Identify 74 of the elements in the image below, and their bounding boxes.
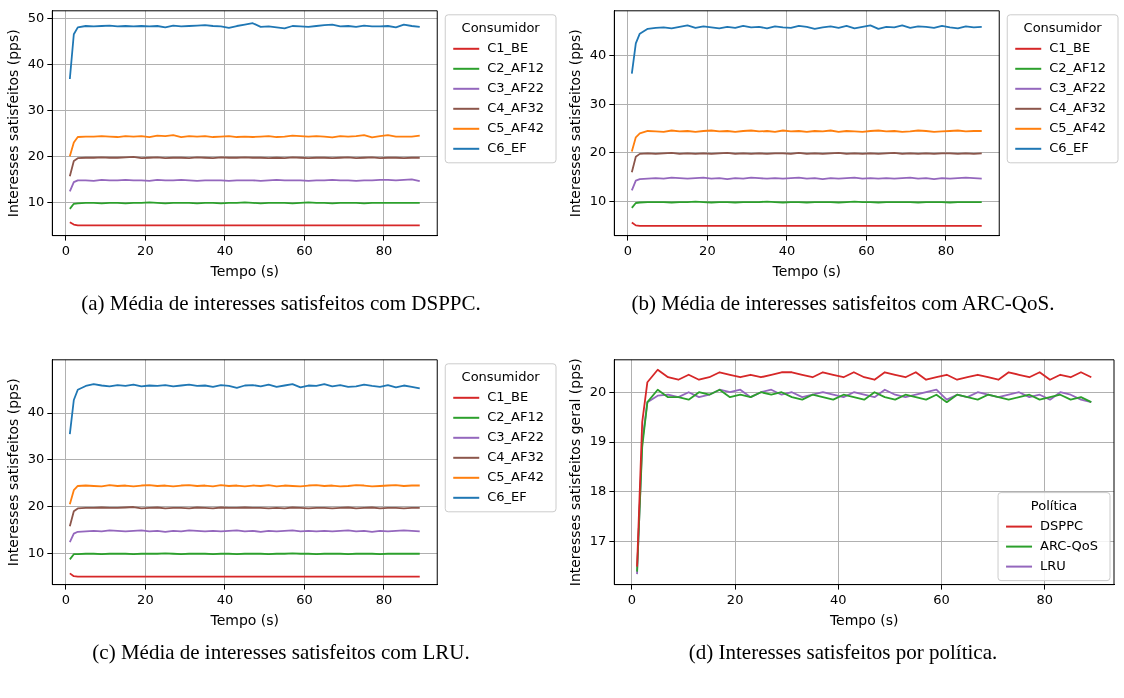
text: (b) Média de interesses satisfeitos com ARC-QoS. — [630, 291, 1056, 316]
legend-label: C4_AF32 — [1049, 100, 1106, 116]
x-tick-label: 80 — [375, 242, 393, 258]
y-tick-label: 20 — [27, 497, 45, 513]
legend-label: C5_AF42 — [1049, 120, 1106, 136]
legend-label: C5_AF42 — [487, 469, 544, 485]
y-tick-label: 40 — [27, 404, 45, 420]
y-tick-label: 20 — [589, 383, 607, 399]
y-tick-label: 18 — [589, 483, 607, 499]
x-tick-label: 60 — [933, 591, 950, 607]
x-tick-label: 0 — [61, 242, 70, 258]
legend-label: C4_AF32 — [487, 449, 544, 465]
y-tick-label: 50 — [27, 9, 45, 25]
y-tick-label: 40 — [27, 55, 45, 71]
legend-label: C2_AF12 — [1049, 60, 1106, 76]
x-tick-label: 0 — [61, 591, 70, 607]
y-tick-label: 20 — [589, 144, 607, 160]
x-tick-label: 40 — [216, 242, 234, 258]
x-tick-label: 40 — [216, 591, 234, 607]
legend-label: C3_AF22 — [487, 80, 544, 96]
legend-label: C1_BE — [487, 389, 529, 405]
y-tick-label: 30 — [27, 451, 45, 467]
text: (d) Interesses satisfeitos por política. — [687, 640, 999, 665]
x-tick-label: 40 — [830, 591, 847, 607]
x-tick-label: 60 — [296, 242, 313, 258]
x-axis-title: Tempo (s) — [771, 263, 842, 280]
legend-label: C6_EF — [487, 140, 527, 156]
x-tick-label: 20 — [137, 591, 154, 607]
x-tick-label: 20 — [726, 591, 744, 607]
legend-label: C1_BE — [487, 40, 529, 56]
x-tick-label: 80 — [375, 591, 393, 607]
legend-title: Política — [1030, 497, 1078, 513]
legend-label: ARC-QoS — [1040, 537, 1099, 553]
legend-label: C2_AF12 — [487, 60, 544, 76]
legend-label: C6_EF — [1049, 140, 1089, 156]
legend-title: Consumidor — [461, 369, 541, 385]
y-axis-title: Interesses satisfeitos (pps) — [567, 29, 584, 218]
legend-title: Consumidor — [461, 20, 541, 36]
y-axis-title: Interesses satisfeitos (pps) — [5, 378, 22, 567]
legend-label: C2_AF12 — [487, 409, 544, 425]
y-tick-label: 10 — [27, 193, 45, 209]
y-tick-label: 19 — [589, 433, 607, 449]
y-axis-title: Interesses satisfeitos geral (pps) — [567, 358, 584, 587]
legend-label: C1_BE — [1049, 40, 1091, 56]
y-tick-label: 17 — [589, 533, 607, 549]
legend-label: C3_AF22 — [1049, 80, 1106, 96]
x-tick-label: 40 — [778, 242, 796, 258]
legend-title: Consumidor — [1023, 20, 1103, 36]
x-tick-label: 80 — [937, 242, 955, 258]
y-tick-label: 30 — [589, 95, 607, 111]
x-tick-label: 60 — [858, 242, 875, 258]
x-tick-label: 20 — [699, 242, 716, 258]
y-tick-label: 30 — [27, 101, 45, 117]
text: (c) Média de interesses satisfeitos com LRU. — [91, 640, 471, 665]
legend-label: DSPPC — [1040, 517, 1084, 533]
text: (a) Média de interesses satisfeitos com DSPPC. — [80, 291, 482, 316]
y-tick-label: 20 — [27, 147, 45, 163]
legend-label: LRU — [1040, 557, 1066, 573]
y-tick-label: 40 — [589, 46, 607, 62]
x-tick-label: 60 — [296, 591, 313, 607]
legend-label: C6_EF — [487, 489, 527, 505]
legend-label: C5_AF42 — [487, 120, 544, 136]
x-tick-label: 0 — [623, 242, 632, 258]
legend-label: C4_AF32 — [487, 100, 544, 116]
y-axis-title: Interesses satisfeitos (pps) — [5, 29, 22, 218]
legend-label: C3_AF22 — [487, 429, 544, 445]
x-tick-label: 0 — [627, 591, 637, 607]
x-axis-title: Tempo (s) — [828, 612, 899, 629]
x-axis-title: Tempo (s) — [209, 263, 280, 280]
x-axis-title: Tempo (s) — [209, 612, 280, 629]
x-tick-label: 20 — [137, 242, 154, 258]
y-tick-label: 10 — [589, 192, 607, 208]
x-tick-label: 80 — [1036, 591, 1054, 607]
y-tick-label: 10 — [27, 544, 45, 560]
